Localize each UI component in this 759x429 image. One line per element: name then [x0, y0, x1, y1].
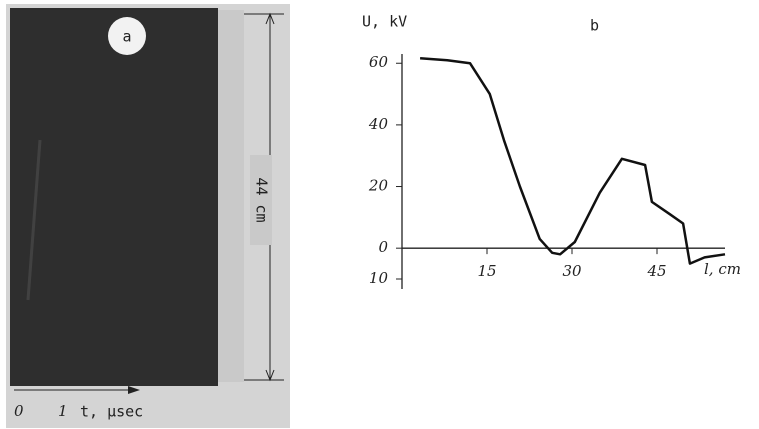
- streak-image: [10, 8, 218, 386]
- time-tick: 0: [14, 402, 24, 420]
- time-tick: 1: [58, 402, 68, 420]
- x-tick-label: 15: [477, 262, 496, 280]
- x-tick-label: 30: [562, 262, 582, 280]
- voltage-curve: [420, 57, 726, 265]
- y-tick-label: 0: [378, 238, 388, 256]
- x-tick-label: 45: [646, 262, 666, 280]
- dim-label-bg: [250, 155, 272, 245]
- y-tick-label: 20: [368, 177, 389, 195]
- panel-label: b: [590, 17, 599, 35]
- x-axis-label: l, cm: [704, 260, 741, 278]
- y-tick-label: 60: [369, 53, 389, 71]
- panel-label: a: [122, 28, 131, 46]
- faint-streak: [26, 139, 42, 301]
- y-tick-label: 40: [368, 115, 389, 133]
- length-label: 44 cm: [253, 177, 271, 222]
- panel-badge: [108, 17, 146, 55]
- y-axis-label: U, kV: [362, 13, 407, 31]
- bright-strip: [218, 10, 244, 382]
- time-arrow: [128, 386, 140, 394]
- y-tick-label: 10: [369, 269, 389, 287]
- dim-arrow: [265, 12, 275, 382]
- time-label: t, µsec: [80, 403, 143, 421]
